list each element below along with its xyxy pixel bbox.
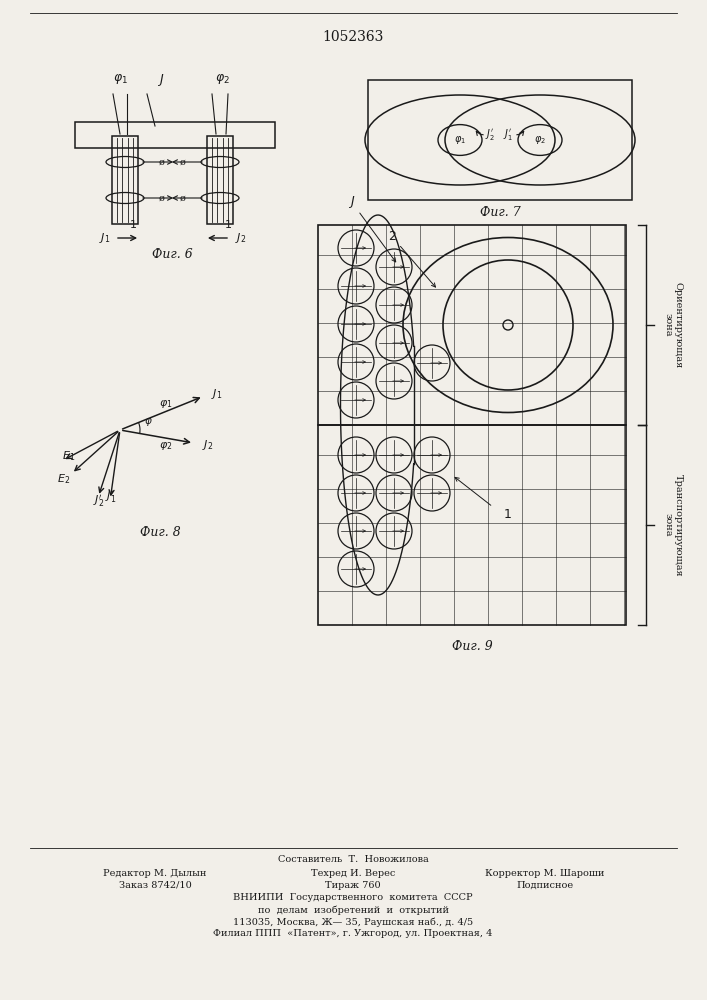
Text: $J_2$: $J_2$ [202,438,213,452]
Text: Фиг. 6: Фиг. 6 [151,248,192,261]
Text: $\varphi$: $\varphi$ [144,416,153,428]
Text: Заказ 8742/10: Заказ 8742/10 [119,880,192,890]
Text: $J_2'$: $J_2'$ [485,127,495,142]
Text: Подписное: Подписное [516,880,573,890]
Text: Составитель  Т.  Новожилова: Составитель Т. Новожилова [278,856,428,864]
Text: $\varphi_1$: $\varphi_1$ [112,72,127,86]
Text: Ориентирующая
зона: Ориентирующая зона [663,282,683,368]
Text: 113035, Москва, Ж— 35, Раушская наб., д. 4/5: 113035, Москва, Ж— 35, Раушская наб., д.… [233,917,473,927]
Text: Корректор М. Шароши: Корректор М. Шароши [485,868,604,878]
Text: $J_1$: $J_1$ [211,387,223,401]
Text: ø: ø [159,157,165,166]
Text: $E_1$: $E_1$ [62,450,75,463]
Text: ВНИИПИ  Государственного  комитета  СССР: ВНИИПИ Государственного комитета СССР [233,894,473,902]
Text: 1: 1 [129,220,136,230]
Text: Транспортирующая
зона: Транспортирующая зона [663,474,683,576]
Text: 2: 2 [388,230,436,287]
Text: Фиг. 9: Фиг. 9 [452,641,492,654]
Text: 1: 1 [225,220,231,230]
Text: $\varphi_1$: $\varphi_1$ [454,134,466,146]
Text: $J_1$: $J_1$ [99,231,110,245]
Text: Фиг. 8: Фиг. 8 [139,526,180,538]
Text: Филиал ППП  «Патент», г. Ужгород, ул. Проектная, 4: Филиал ППП «Патент», г. Ужгород, ул. Про… [214,930,493,938]
Text: Редактор М. Дылын: Редактор М. Дылын [103,868,206,878]
Text: ø: ø [159,194,165,202]
Text: Техред И. Верес: Техред И. Верес [311,868,395,878]
Text: $J_1'$: $J_1'$ [503,127,513,142]
Text: $J$: $J$ [348,194,396,262]
Text: $\varphi_2$: $\varphi_2$ [159,440,173,452]
Text: $J_2$: $J_2$ [235,231,246,245]
Text: $E_2$: $E_2$ [57,473,70,486]
Text: $J$: $J$ [157,72,164,88]
Text: 1052363: 1052363 [322,30,384,44]
Text: $\varphi_2$: $\varphi_2$ [534,134,546,146]
Text: ø: ø [180,157,186,166]
Text: 1: 1 [504,508,512,522]
Text: $\varphi_1$: $\varphi_1$ [158,398,173,410]
Text: Фиг. 7: Фиг. 7 [479,206,520,219]
Text: $J_1'$: $J_1'$ [105,489,116,505]
Text: ø: ø [180,194,186,202]
Text: $\varphi_2$: $\varphi_2$ [214,72,230,86]
Text: $J_2'$: $J_2'$ [93,493,104,509]
Text: по  делам  изобретений  и  открытий: по делам изобретений и открытий [257,905,448,915]
Text: Тираж 760: Тираж 760 [325,880,381,890]
